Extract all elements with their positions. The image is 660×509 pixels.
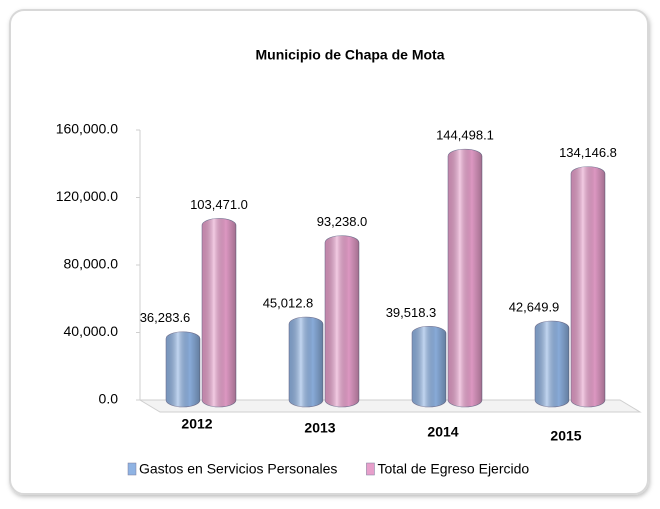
data-label: 144,498.1 xyxy=(436,128,494,143)
bar-shade xyxy=(571,166,605,407)
y-tick-label: 160,000.0 xyxy=(56,121,118,137)
x-tick-label: 2013 xyxy=(304,420,335,436)
y-tick-label: 0.0 xyxy=(99,391,119,407)
bar-shade xyxy=(289,317,323,407)
bar-shade xyxy=(202,218,236,407)
y-tick-label: 120,000.0 xyxy=(56,188,118,204)
data-label: 103,471.0 xyxy=(190,197,248,212)
x-tick-label: 2014 xyxy=(427,424,458,440)
bar-shade xyxy=(412,326,446,407)
y-tick-label: 80,000.0 xyxy=(64,256,119,272)
legend-label: Gastos en Servicios Personales xyxy=(139,461,337,477)
chart-title: Municipio de Chapa de Mota xyxy=(255,47,444,63)
data-label: 42,649.9 xyxy=(509,299,560,314)
x-tick-label: 2012 xyxy=(181,416,212,432)
legend-swatch xyxy=(127,462,137,476)
bar-shade xyxy=(325,235,359,407)
legend-label: Total de Egreso Ejercido xyxy=(377,461,529,477)
data-label: 39,518.3 xyxy=(386,305,437,320)
data-label: 45,012.8 xyxy=(263,295,314,310)
data-label: 93,238.0 xyxy=(317,214,368,229)
bar-shade xyxy=(535,321,569,407)
bar-shade xyxy=(448,149,482,407)
legend-swatch xyxy=(366,462,375,476)
x-tick-label: 2015 xyxy=(550,428,581,444)
bar-shade xyxy=(166,331,200,407)
data-label: 36,283.6 xyxy=(140,310,191,325)
data-label: 134,146.8 xyxy=(559,145,617,160)
y-tick-label: 40,000.0 xyxy=(64,323,119,339)
